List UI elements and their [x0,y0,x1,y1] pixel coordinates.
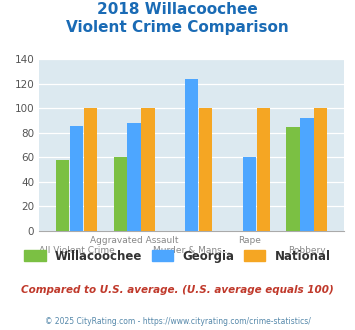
Text: All Violent Crime: All Violent Crime [39,246,114,255]
Bar [300,118,313,231]
Bar [84,109,97,231]
Legend: Willacoochee, Georgia, National: Willacoochee, Georgia, National [21,246,334,266]
Bar [257,109,270,231]
Bar [114,157,127,231]
Bar [70,126,83,231]
Bar [243,157,256,231]
Text: 2018 Willacoochee: 2018 Willacoochee [97,2,258,16]
Bar [286,127,300,231]
Text: Aggravated Assault: Aggravated Assault [90,236,178,245]
Text: Compared to U.S. average. (U.S. average equals 100): Compared to U.S. average. (U.S. average … [21,285,334,295]
Bar [127,123,141,231]
Text: Robbery: Robbery [288,246,326,255]
Text: Violent Crime Comparison: Violent Crime Comparison [66,20,289,35]
Text: Rape: Rape [238,236,261,245]
Bar [199,109,212,231]
Text: Murder & Mans...: Murder & Mans... [153,246,230,255]
Bar [141,109,154,231]
Bar [185,79,198,231]
Text: © 2025 CityRating.com - https://www.cityrating.com/crime-statistics/: © 2025 CityRating.com - https://www.city… [45,317,310,326]
Bar [56,160,69,231]
Bar [314,109,327,231]
